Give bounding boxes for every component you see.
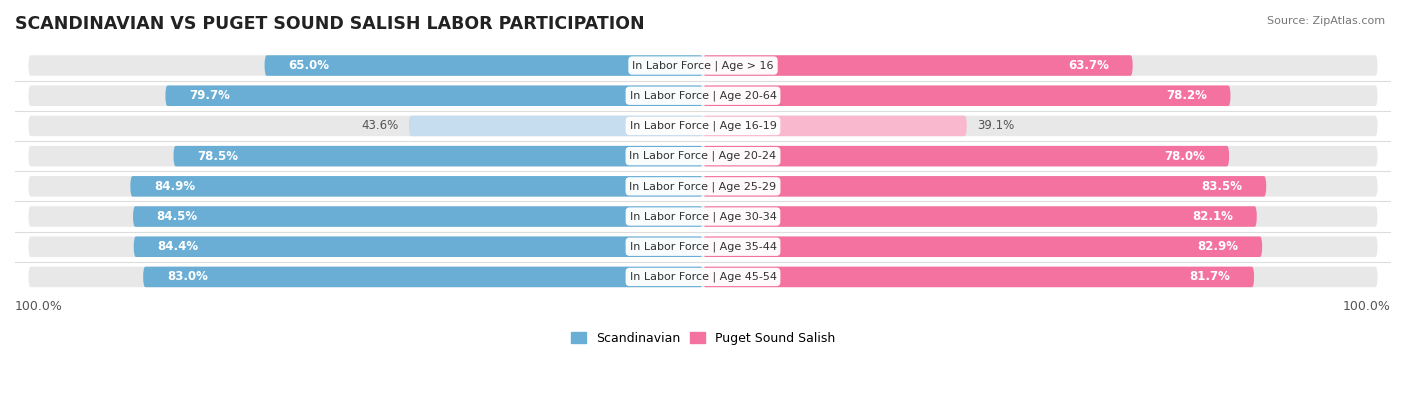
- FancyBboxPatch shape: [264, 55, 703, 76]
- Text: 63.7%: 63.7%: [1069, 59, 1109, 72]
- FancyBboxPatch shape: [703, 116, 967, 136]
- FancyBboxPatch shape: [703, 176, 1267, 197]
- FancyBboxPatch shape: [134, 237, 703, 257]
- Text: 81.7%: 81.7%: [1189, 271, 1230, 284]
- FancyBboxPatch shape: [28, 267, 1378, 287]
- Text: 84.9%: 84.9%: [153, 180, 195, 193]
- FancyBboxPatch shape: [703, 85, 1230, 106]
- Text: 78.2%: 78.2%: [1166, 89, 1206, 102]
- FancyBboxPatch shape: [143, 267, 703, 287]
- Text: 43.6%: 43.6%: [361, 119, 399, 132]
- FancyBboxPatch shape: [28, 55, 1378, 76]
- FancyBboxPatch shape: [703, 267, 1254, 287]
- FancyBboxPatch shape: [28, 85, 1378, 106]
- Text: 78.5%: 78.5%: [197, 150, 238, 163]
- Text: In Labor Force | Age 20-24: In Labor Force | Age 20-24: [630, 151, 776, 162]
- Text: 83.0%: 83.0%: [167, 271, 208, 284]
- Text: In Labor Force | Age 25-29: In Labor Force | Age 25-29: [630, 181, 776, 192]
- Text: In Labor Force | Age > 16: In Labor Force | Age > 16: [633, 60, 773, 71]
- FancyBboxPatch shape: [166, 85, 703, 106]
- Text: 100.0%: 100.0%: [1343, 301, 1391, 314]
- Text: 84.4%: 84.4%: [157, 240, 198, 253]
- FancyBboxPatch shape: [703, 146, 1229, 166]
- Text: Source: ZipAtlas.com: Source: ZipAtlas.com: [1267, 16, 1385, 26]
- Text: 84.5%: 84.5%: [156, 210, 198, 223]
- Text: 65.0%: 65.0%: [288, 59, 329, 72]
- FancyBboxPatch shape: [28, 116, 1378, 136]
- FancyBboxPatch shape: [173, 146, 703, 166]
- FancyBboxPatch shape: [703, 206, 1257, 227]
- FancyBboxPatch shape: [703, 55, 1133, 76]
- Text: 78.0%: 78.0%: [1164, 150, 1205, 163]
- FancyBboxPatch shape: [28, 176, 1378, 197]
- Text: In Labor Force | Age 35-44: In Labor Force | Age 35-44: [630, 241, 776, 252]
- FancyBboxPatch shape: [703, 237, 1263, 257]
- Text: 100.0%: 100.0%: [15, 301, 63, 314]
- Text: In Labor Force | Age 16-19: In Labor Force | Age 16-19: [630, 121, 776, 131]
- Text: In Labor Force | Age 45-54: In Labor Force | Age 45-54: [630, 272, 776, 282]
- Text: 79.7%: 79.7%: [188, 89, 231, 102]
- Text: 82.9%: 82.9%: [1198, 240, 1239, 253]
- FancyBboxPatch shape: [131, 176, 703, 197]
- Text: 39.1%: 39.1%: [977, 119, 1014, 132]
- Text: In Labor Force | Age 30-34: In Labor Force | Age 30-34: [630, 211, 776, 222]
- Legend: Scandinavian, Puget Sound Salish: Scandinavian, Puget Sound Salish: [565, 327, 841, 350]
- FancyBboxPatch shape: [28, 146, 1378, 166]
- FancyBboxPatch shape: [409, 116, 703, 136]
- Text: 82.1%: 82.1%: [1192, 210, 1233, 223]
- FancyBboxPatch shape: [28, 206, 1378, 227]
- Text: 83.5%: 83.5%: [1202, 180, 1243, 193]
- FancyBboxPatch shape: [134, 206, 703, 227]
- Text: In Labor Force | Age 20-64: In Labor Force | Age 20-64: [630, 90, 776, 101]
- Text: SCANDINAVIAN VS PUGET SOUND SALISH LABOR PARTICIPATION: SCANDINAVIAN VS PUGET SOUND SALISH LABOR…: [15, 15, 644, 33]
- FancyBboxPatch shape: [28, 237, 1378, 257]
